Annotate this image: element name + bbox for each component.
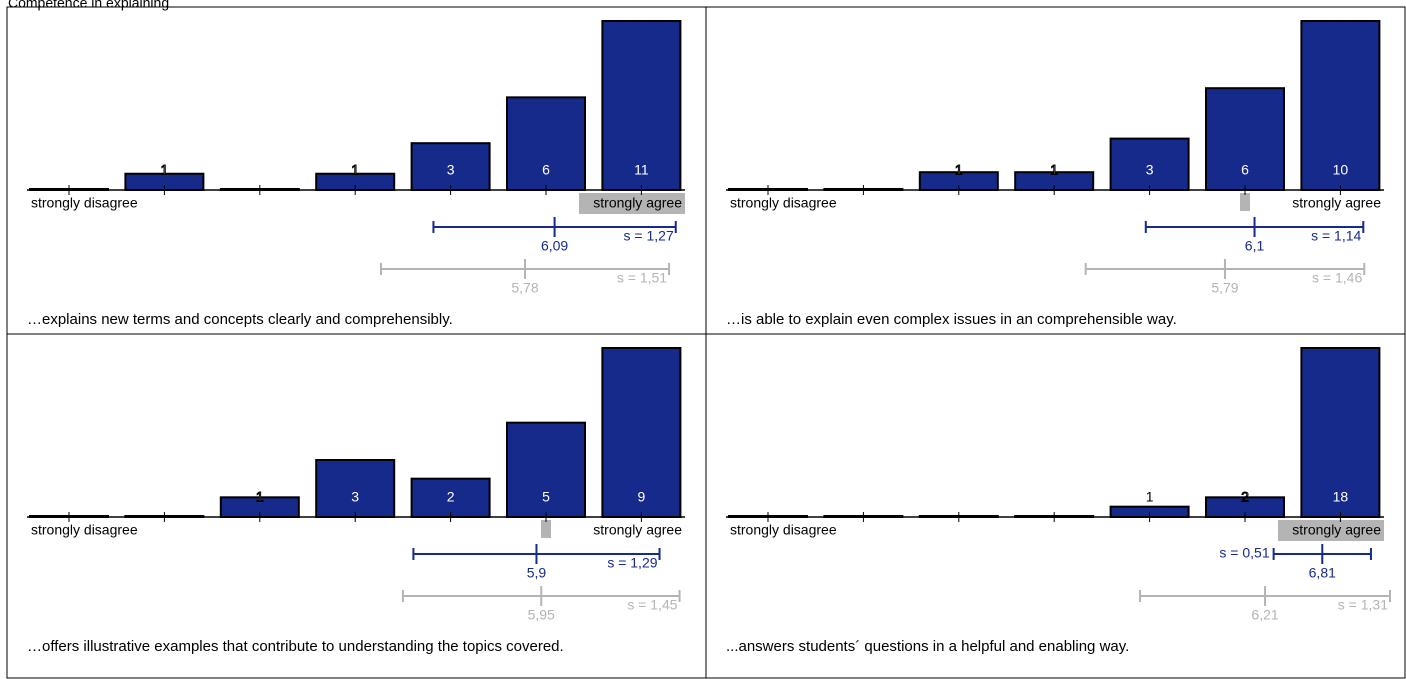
category-label: strongly disagree: [730, 522, 837, 538]
bar-value-label: 1: [1146, 489, 1154, 505]
mean-label: 5,9: [527, 565, 547, 581]
mean-label: 6,1: [1245, 238, 1265, 254]
question: …offers illustrative examples that contr…: [27, 638, 564, 655]
question: …is able to explain even complex issues …: [726, 311, 1177, 328]
median-marker: [541, 520, 551, 538]
category-label: strongly agree: [593, 195, 682, 211]
bar-value-label: 1: [161, 162, 169, 178]
page-title: Competence in explaining: [8, 0, 169, 11]
question-box: …is able to explain even complex issues …: [726, 311, 1177, 328]
bar: [410, 477, 491, 518]
bar-value-label: 3: [447, 162, 455, 178]
bar: [601, 347, 682, 518]
bar-value-label: 11: [634, 162, 649, 178]
category-label: strongly disagree: [31, 522, 138, 538]
question-box: …offers illustrative examples that contr…: [27, 638, 564, 655]
sd-label: s = 1,27: [624, 228, 674, 244]
question-box: …explains new terms and concepts clearly…: [27, 311, 453, 328]
mean-label: 6,09: [541, 238, 568, 254]
bar-value-label: 2: [1241, 489, 1249, 505]
mean-label: 5,95: [528, 607, 555, 623]
bar-value-label: 6: [1241, 162, 1249, 178]
mean-label: 5,79: [1211, 280, 1238, 296]
mean-label: 5,78: [511, 280, 538, 296]
category-label: strongly disagree: [730, 195, 837, 211]
bar-value-label: 3: [351, 489, 359, 505]
question: …explains new terms and concepts clearly…: [27, 311, 453, 328]
bar-value-label: 1: [351, 162, 359, 178]
bar-value-label: 1: [256, 489, 264, 505]
sd-label: s = 0,51: [1219, 545, 1269, 561]
sd-label: s = 1,51: [617, 270, 667, 286]
bar: [506, 421, 586, 518]
sd-label: s = 1,29: [607, 555, 657, 571]
sd-label: s = 1,45: [627, 597, 677, 613]
bar-value-label: 2: [447, 489, 455, 505]
bar-value-label: 5: [542, 489, 550, 505]
bar-value-label: 10: [1333, 162, 1349, 178]
bar-value-label: 6: [542, 162, 550, 178]
bar: [601, 20, 682, 191]
category-label: strongly agree: [1292, 195, 1381, 211]
category-label: strongly agree: [593, 522, 682, 538]
median-marker: [1278, 520, 1384, 541]
bar-value-label: 18: [1333, 489, 1349, 505]
bar-value-label: 3: [1146, 162, 1154, 178]
question: ...answers students´ questions in a help…: [726, 638, 1130, 655]
sd-label: s = 1,46: [1312, 270, 1362, 286]
bar: [1300, 20, 1381, 191]
bar: [410, 142, 491, 192]
bar-value-label: 9: [638, 489, 646, 505]
bar-value-label: 1: [955, 162, 963, 178]
category-label: strongly agree: [1292, 522, 1381, 538]
median-marker: [579, 193, 685, 214]
category-label: strongly disagree: [31, 195, 138, 211]
bar: [1205, 87, 1285, 191]
bar: [1109, 137, 1190, 192]
mean-label: 6,81: [1309, 565, 1336, 581]
median-marker: [1240, 193, 1250, 211]
question-box: ...answers students´ questions in a help…: [726, 638, 1130, 655]
sd-label: s = 1,14: [1311, 228, 1361, 244]
mean-label: 6,21: [1251, 607, 1278, 623]
bar-value-label: 1: [1050, 162, 1058, 178]
sd-label: s = 1,31: [1338, 597, 1388, 613]
